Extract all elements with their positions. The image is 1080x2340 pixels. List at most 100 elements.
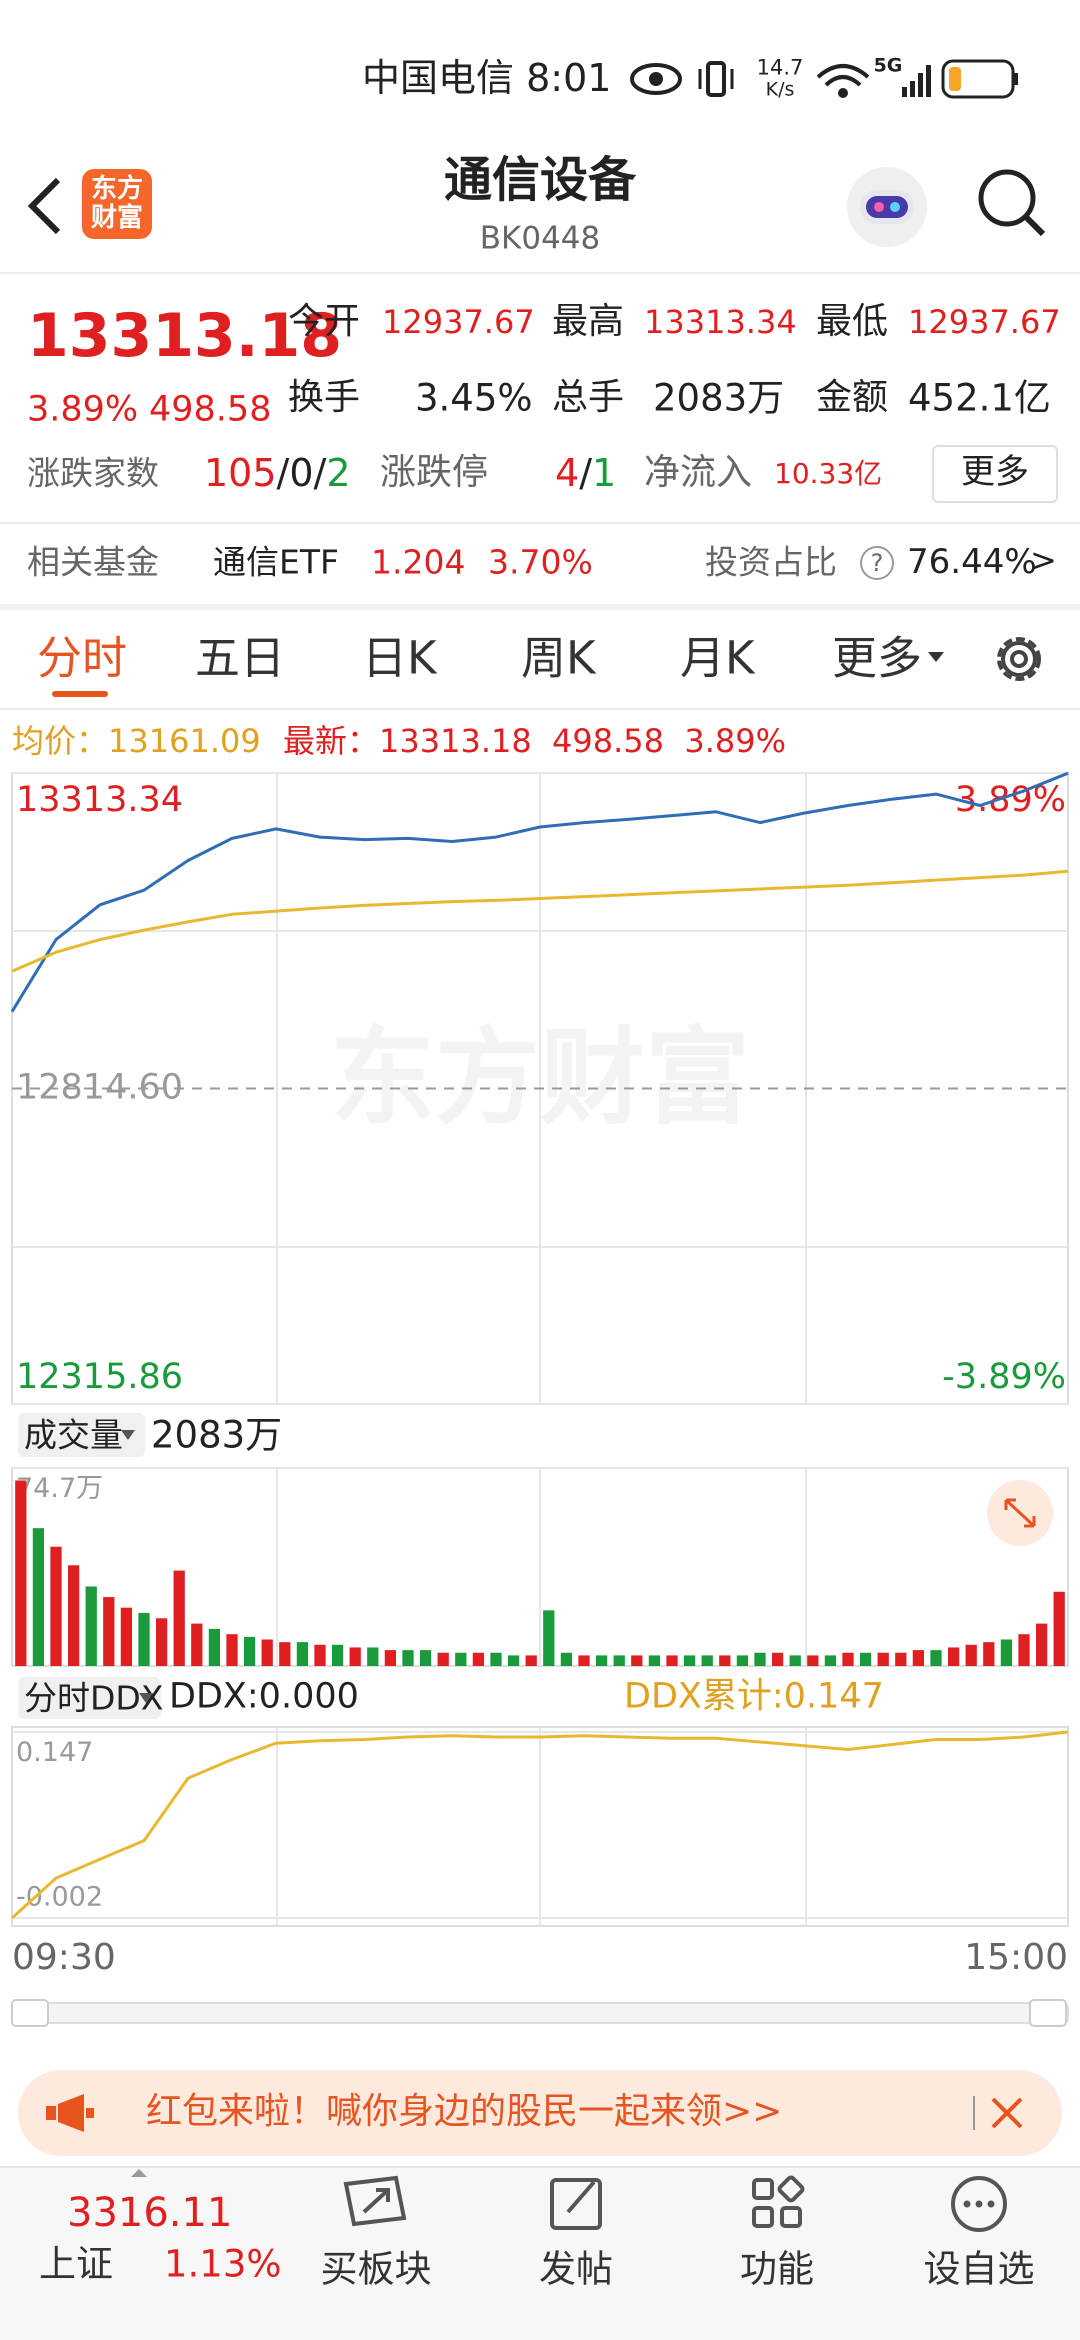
banner-divider [973, 2096, 975, 2130]
volume-bar [331, 1644, 344, 1666]
tab[interactable]: 更多 [832, 631, 923, 685]
network-type: 5G [873, 54, 903, 77]
intraday-charts: 东方财富 13313.3412814.6012315.863.89%-3.89%… [10, 771, 1069, 2027]
y-tick-label: -0.002 [16, 1881, 103, 1912]
search-button[interactable] [975, 166, 1047, 238]
ddx-label[interactable]: 分时DDX [24, 1678, 164, 1718]
ddx-total: DDX累计:0.147 [624, 1676, 884, 1717]
stat-value: 12937.67 [908, 303, 1061, 341]
stat-label: 金额 [816, 377, 889, 418]
y-tick-label: 13313.34 [16, 780, 183, 820]
back-button[interactable] [24, 176, 64, 236]
y-tick-label: 12315.86 [16, 1357, 183, 1397]
volume-bar [191, 1623, 203, 1666]
more-label[interactable]: 更多 [961, 452, 1029, 492]
up-count: 105 [204, 451, 277, 495]
volume-bar [349, 1647, 361, 1666]
volume-bar [983, 1642, 995, 1666]
nav-item[interactable]: 买板块 [320, 2247, 432, 2291]
volume-bar [560, 1652, 573, 1666]
status-icons [630, 59, 1018, 99]
nav-item[interactable]: 设自选 [923, 2247, 1035, 2291]
tab-indicator [52, 691, 108, 697]
y-tick-label: 74.7万 [16, 1473, 103, 1504]
volume-bar [859, 1652, 872, 1666]
change: 498.58 [149, 389, 272, 430]
volume-bar [683, 1655, 696, 1666]
series-line [10, 1730, 1069, 1920]
banner-close[interactable] [990, 2096, 1024, 2130]
logo-badge [82, 169, 152, 239]
assistant-avatar[interactable] [842, 164, 932, 250]
help-mark[interactable]: ? [870, 549, 884, 577]
volume-selector[interactable] [18, 1413, 145, 1457]
avg-price: 13161.09 [108, 722, 261, 760]
help-icon[interactable] [860, 546, 894, 580]
ddx-selector[interactable] [18, 1677, 161, 1719]
stat-value: 2083万 [653, 376, 785, 420]
page-title: 通信设备 [443, 152, 637, 208]
nav-item[interactable]: 发帖 [539, 2247, 613, 2291]
promo-banner[interactable] [18, 2070, 1062, 2156]
volume-bar [67, 1565, 80, 1666]
x-tick-label: 09:30 [12, 1937, 116, 1978]
breadth-label: 涨跌家数 [27, 453, 159, 493]
nav-item[interactable]: 功能 [740, 2247, 814, 2291]
settings-button[interactable] [990, 630, 1048, 688]
more-button[interactable] [932, 445, 1058, 503]
volume-bar [472, 1652, 485, 1666]
scroll-handle[interactable] [11, 1999, 49, 2027]
clock: 8:01 [526, 56, 612, 100]
volume-bar [261, 1639, 273, 1666]
stat-value: 12937.67 [382, 303, 535, 341]
tab[interactable]: 日K [362, 631, 437, 685]
fund-name[interactable]: 通信ETF [213, 542, 339, 582]
limit: 4/1 [555, 454, 616, 492]
tab[interactable]: 分时 [37, 631, 128, 685]
bottom-nav [0, 2166, 1080, 2340]
ddx-value: DDX:0.000 [169, 1676, 359, 1717]
separator: / [579, 451, 592, 495]
tab[interactable]: 五日 [195, 631, 286, 685]
banner-text[interactable]: 红包来啦！喊你身边的股民一起来领>> [146, 2091, 783, 2132]
expand-icon [1004, 1498, 1036, 1528]
volume-bar [543, 1610, 555, 1666]
stat-label: 换手 [288, 377, 361, 418]
volume-bar [138, 1612, 150, 1666]
tab[interactable]: 月K [680, 631, 755, 685]
net-speed: 14.7 [756, 55, 804, 80]
index-change[interactable]: 1.13% [164, 2242, 282, 2286]
volume-bar [243, 1636, 256, 1666]
volume-total: 2083万 [151, 1413, 283, 1457]
scroll-handle[interactable] [1029, 1999, 1067, 2027]
megaphone-icon [46, 2094, 94, 2132]
index-price[interactable]: 3316.11 [67, 2190, 233, 2236]
up-caret [131, 2169, 147, 2177]
volume-label[interactable]: 成交量 [24, 1415, 123, 1455]
volume-bar [155, 1618, 168, 1666]
volume-bar [1018, 1634, 1030, 1666]
volume-bar [824, 1655, 837, 1666]
logo: 东方财富 [90, 174, 143, 233]
volume-bar [631, 1655, 643, 1666]
y-tick-label: 12814.60 [16, 1068, 183, 1108]
index-name[interactable]: 上证 [39, 2242, 113, 2286]
volume-bar [490, 1652, 502, 1666]
divider [0, 522, 1080, 524]
ratio-arrow[interactable]: > [1030, 541, 1057, 579]
volume-bar [208, 1628, 221, 1666]
stat-value: 3.45% [415, 376, 533, 420]
volume-bar [507, 1655, 520, 1666]
stat-label: 今开 [288, 301, 361, 342]
scroll-track[interactable] [11, 2002, 1069, 2024]
inflow-label: 净流入 [644, 452, 753, 493]
volume-bar [314, 1644, 326, 1666]
volume-bar [613, 1655, 625, 1666]
volume-bar [666, 1655, 678, 1666]
volume-bar [947, 1647, 960, 1666]
tab[interactable]: 周K [521, 631, 596, 685]
volume-bar [173, 1570, 185, 1666]
volume-bar [50, 1546, 62, 1666]
volume-bar [789, 1655, 801, 1666]
volume-bar [895, 1652, 907, 1666]
